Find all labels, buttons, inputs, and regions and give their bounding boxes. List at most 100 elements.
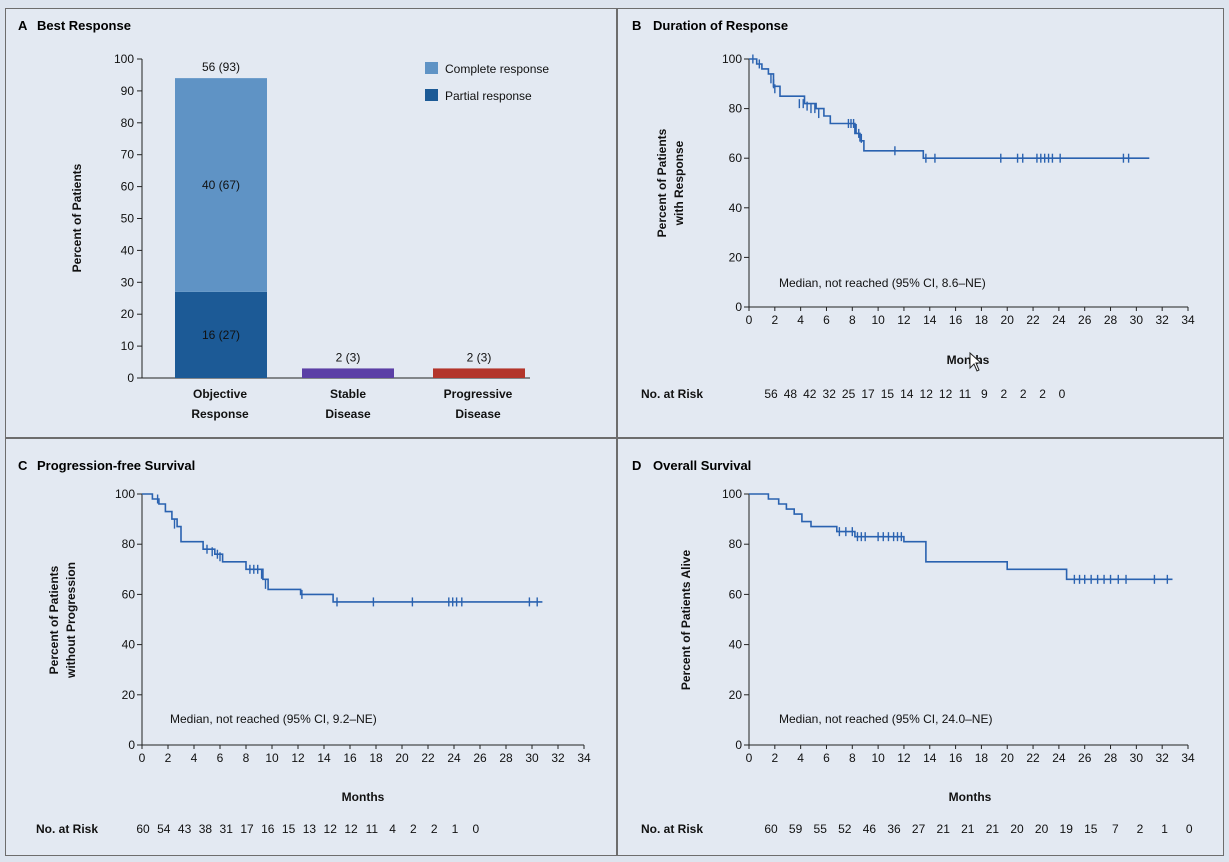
y-tick-label: 40	[729, 201, 743, 215]
panel-b-letter: B	[632, 18, 641, 33]
x-tick-label: 30	[1130, 313, 1144, 327]
x-tick-label: 26	[1078, 751, 1092, 765]
risk-count: 20	[1010, 822, 1024, 836]
risk-count: 11	[366, 822, 379, 836]
a-ytick-label: 20	[121, 307, 135, 321]
category-stable-line1: Stable	[330, 387, 366, 401]
panel-a-ylabel: Percent of Patients	[70, 163, 84, 272]
risk-count: 59	[789, 822, 803, 836]
risk-count: 2	[431, 822, 438, 836]
label-objective-partial: 16 (27)	[202, 328, 240, 342]
bar-objective-partial	[175, 291, 267, 378]
bar-objective-complete	[175, 78, 267, 292]
x-tick-label: 18	[975, 313, 989, 327]
panel-d-median: Median, not reached (95% CI, 24.0–NE)	[779, 712, 992, 726]
x-tick-label: 18	[369, 751, 383, 765]
risk-count: 0	[1186, 822, 1193, 836]
panel-c-risk-row: 60 54 43 38 31 17 16 15 13 12 12 11 4 2 2 1 0	[136, 822, 479, 836]
x-tick-label: 16	[949, 751, 963, 765]
panel-d-content: D Overall Survival Percent of Patients A…	[632, 458, 1195, 836]
x-tick-label: 12	[897, 751, 911, 765]
x-tick-label: 6	[823, 313, 830, 327]
a-ytick-label: 80	[121, 116, 135, 130]
risk-count: 21	[986, 822, 1000, 836]
x-tick-label: 30	[525, 751, 539, 765]
panel-b-risk-row: 56 48 42 32 25 17 15 14 12 12 11 9 2 2 2 0	[764, 387, 1065, 401]
risk-count: 15	[881, 387, 895, 401]
risk-count: 56	[764, 387, 778, 401]
a-ytick-label: 0	[127, 371, 134, 385]
risk-count: 46	[863, 822, 877, 836]
a-ytick-label: 100	[114, 52, 134, 66]
category-progressive-line2: Disease	[455, 407, 501, 421]
risk-count: 13	[303, 822, 317, 836]
a-ytick-label: 60	[121, 180, 135, 194]
risk-count: 15	[1084, 822, 1098, 836]
x-tick-label: 12	[291, 751, 305, 765]
bar-progressive-disease	[433, 368, 525, 378]
y-tick-label: 80	[122, 537, 136, 551]
mouse-cursor-icon	[969, 351, 983, 372]
y-tick-label: 0	[735, 300, 742, 314]
x-tick-label: 8	[849, 751, 856, 765]
risk-count: 14	[900, 387, 914, 401]
y-tick-label: 100	[722, 487, 742, 501]
panel-a-content: A Best Response 0 10 20 30 40 50 60 70 80 90 100 P…	[18, 18, 549, 421]
risk-count: 12	[939, 387, 953, 401]
legend-swatch-partial	[425, 89, 438, 101]
risk-count: 25	[842, 387, 856, 401]
x-tick-label: 14	[923, 313, 937, 327]
risk-count: 21	[937, 822, 951, 836]
category-stable-line2: Disease	[325, 407, 371, 421]
risk-count: 60	[136, 822, 150, 836]
panel-a-letter: A	[18, 18, 28, 33]
category-objective-line1: Objective	[193, 387, 247, 401]
panel-b-content: B Duration of Response Percent of Patien…	[632, 18, 1195, 401]
x-tick-label: 28	[1104, 751, 1118, 765]
x-tick-label: 26	[473, 751, 487, 765]
y-tick-label: 60	[729, 587, 743, 601]
x-tick-label: 28	[1104, 313, 1118, 327]
x-tick-label: 0	[746, 751, 753, 765]
y-tick-label: 100	[115, 487, 135, 501]
label-objective-complete: 40 (67)	[202, 178, 240, 192]
risk-count: 12	[344, 822, 358, 836]
legend-swatch-complete	[425, 62, 438, 74]
panel-a-title: Best Response	[37, 18, 131, 33]
panel-c-content: C Progression-free Survival Percent of P…	[18, 458, 591, 836]
panel-b-title: Duration of Response	[653, 18, 788, 33]
x-tick-label: 2	[165, 751, 172, 765]
panel-c-risk-label: No. at Risk	[36, 822, 98, 836]
panel-d-risk-label: No. at Risk	[641, 822, 703, 836]
risk-count: 15	[282, 822, 296, 836]
x-tick-label: 34	[1181, 751, 1195, 765]
x-tick-label: 2	[771, 751, 778, 765]
y-tick-label: 0	[128, 738, 135, 752]
risk-count: 12	[324, 822, 338, 836]
x-tick-label: 34	[1181, 313, 1195, 327]
x-tick-label: 34	[577, 751, 591, 765]
panel-b-ylabel-line1: Percent of Patients	[655, 128, 669, 237]
risk-count: 17	[240, 822, 254, 836]
risk-count: 2	[1020, 387, 1027, 401]
panel-d-xlabel: Months	[949, 790, 992, 804]
panel-c-ylabel-line2: without Progression	[64, 562, 78, 679]
x-tick-label: 8	[243, 751, 250, 765]
panel-c-median: Median, not reached (95% CI, 9.2–NE)	[170, 712, 377, 726]
x-tick-label: 6	[217, 751, 224, 765]
risk-count: 11	[959, 387, 972, 401]
survival-curve	[749, 58, 1150, 159]
label-progressive: 2 (3)	[467, 350, 492, 364]
survival-curve	[749, 493, 1173, 581]
y-tick-label: 20	[729, 688, 743, 702]
risk-count: 36	[887, 822, 901, 836]
label-stable: 2 (3)	[336, 350, 361, 364]
panel-a	[5, 8, 617, 438]
survival-curve	[142, 493, 543, 603]
y-tick-label: 60	[729, 151, 743, 165]
panel-c-letter: C	[18, 458, 28, 473]
panel-d-title: Overall Survival	[653, 458, 751, 473]
risk-count: 21	[961, 822, 975, 836]
